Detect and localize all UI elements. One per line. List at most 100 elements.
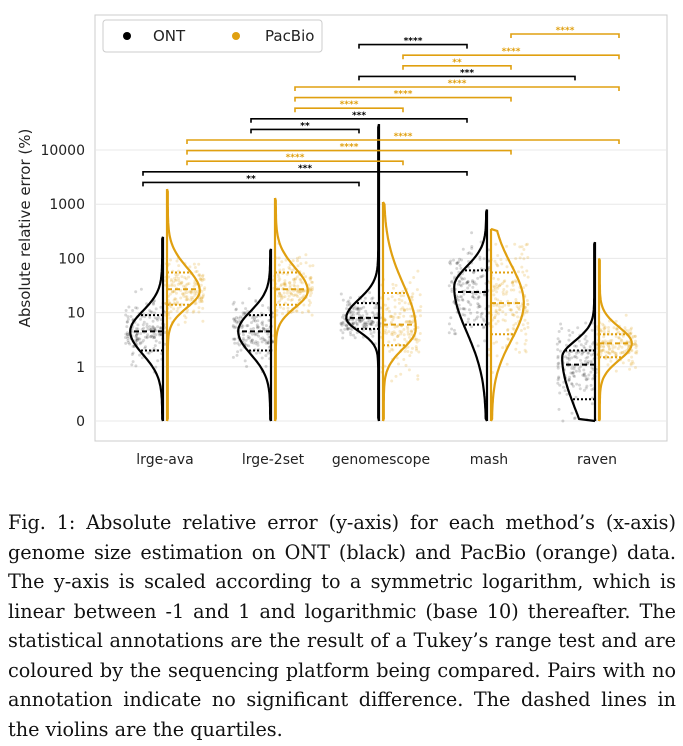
data-point (146, 351, 150, 355)
data-point (353, 305, 357, 309)
data-point (266, 306, 270, 310)
data-point (572, 374, 576, 378)
data-point (608, 339, 612, 343)
data-point (623, 350, 626, 353)
data-point (506, 328, 510, 332)
data-point (523, 318, 527, 322)
data-point (184, 316, 188, 320)
data-point (392, 330, 396, 334)
data-point (256, 341, 260, 345)
data-point (458, 280, 462, 284)
data-point (472, 296, 476, 300)
data-point (125, 320, 129, 324)
data-point (233, 341, 237, 345)
data-point (634, 339, 637, 343)
data-point (603, 325, 607, 329)
significance-label: ** (246, 174, 256, 184)
data-point (448, 261, 452, 265)
data-point (352, 333, 355, 337)
data-point (148, 315, 152, 319)
data-point (585, 384, 589, 388)
data-point (245, 365, 249, 368)
data-point (237, 343, 241, 347)
violin-outline (273, 197, 309, 422)
data-point (615, 326, 619, 330)
data-point (282, 268, 285, 272)
significance-label: **** (404, 37, 423, 47)
data-point (603, 327, 607, 331)
data-point (271, 340, 275, 344)
data-point (607, 330, 610, 334)
data-point (590, 388, 594, 392)
data-point (130, 363, 134, 367)
data-point (520, 252, 524, 256)
data-point (267, 319, 271, 322)
data-point (590, 348, 594, 352)
data-point (264, 341, 268, 345)
data-point (203, 286, 207, 290)
significance-bracket (186, 149, 512, 155)
violins (129, 123, 633, 423)
data-point (369, 323, 373, 327)
data-point (585, 339, 589, 343)
data-point (492, 285, 496, 289)
data-point (362, 300, 366, 304)
data-point (291, 259, 295, 263)
data-point (241, 324, 245, 328)
data-point (388, 349, 392, 353)
data-point (461, 282, 465, 286)
data-point (479, 275, 483, 279)
data-point (359, 320, 363, 324)
data-point (260, 356, 264, 360)
data-point (472, 318, 476, 322)
significance-bracket (142, 171, 468, 176)
data-point (234, 308, 238, 312)
data-point (357, 309, 361, 313)
data-point (192, 284, 196, 288)
data-point (235, 319, 238, 323)
data-point (174, 273, 178, 276)
data-point (383, 318, 387, 322)
data-point (296, 259, 299, 263)
significance-label: **** (556, 26, 575, 36)
data-point (232, 317, 235, 321)
data-point (236, 341, 239, 345)
data-point (199, 278, 203, 282)
data-point (514, 347, 518, 351)
data-point (174, 297, 178, 301)
data-point (184, 295, 188, 299)
data-point (252, 319, 256, 323)
data-point (509, 288, 513, 292)
data-point (522, 257, 526, 261)
data-point (183, 320, 187, 324)
data-point (175, 259, 179, 263)
data-point (243, 311, 246, 315)
data-point (618, 344, 622, 348)
data-point (457, 279, 461, 283)
data-point (282, 291, 286, 295)
data-point (345, 327, 349, 331)
data-point (241, 301, 245, 305)
data-point (200, 296, 203, 300)
data-point (156, 359, 160, 363)
data-point (406, 332, 410, 336)
data-point (185, 295, 189, 299)
data-point (608, 352, 612, 356)
data-point (558, 391, 562, 395)
data-point (364, 321, 367, 325)
data-point (348, 303, 351, 307)
data-point (308, 294, 312, 298)
data-point (496, 286, 500, 290)
data-point (348, 327, 352, 330)
data-point (201, 277, 205, 281)
data-point (477, 305, 481, 308)
data-point (254, 340, 258, 344)
data-point (193, 291, 196, 295)
data-point (350, 318, 354, 322)
data-point (280, 260, 284, 264)
data-point (450, 279, 454, 283)
data-point (590, 328, 594, 332)
data-point (262, 328, 266, 331)
data-point (134, 338, 138, 342)
data-point (601, 322, 605, 326)
